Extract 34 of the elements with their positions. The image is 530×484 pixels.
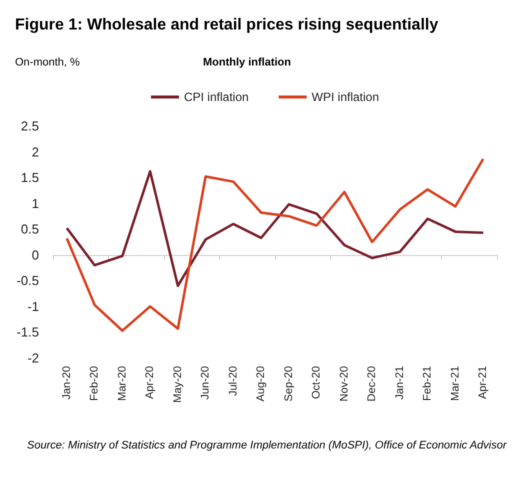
x-tick-label: Oct-20 (310, 366, 323, 400)
x-tick-label: Mar-21 (449, 366, 462, 401)
y-axis-title: On-month, % (15, 56, 80, 68)
line-series (66, 170, 484, 288)
legend-label: CPI inflation (184, 90, 249, 104)
x-tick-label: Apr-20 (144, 366, 156, 400)
legend-label: WPI inflation (312, 90, 380, 104)
x-tick-label: Dec-20 (366, 366, 378, 402)
y-tick-label: -1.5 (16, 324, 39, 340)
y-tick-label: 2.5 (20, 118, 39, 134)
x-tick-label: Jun-20 (200, 366, 212, 400)
y-tick-label: -1 (27, 298, 39, 314)
line-series (66, 158, 484, 332)
y-tick-label: 1 (32, 196, 39, 211)
x-tick-label: May-20 (172, 366, 184, 403)
x-tick-label: Feb-20 (88, 366, 101, 401)
x-tick-label: Jan-20 (60, 366, 73, 400)
y-tick-label: 0 (32, 247, 39, 262)
x-tick-label: Apr-21 (477, 366, 490, 400)
x-tick-label: Mar-20 (116, 366, 128, 401)
y-tick-label: 0.5 (20, 222, 39, 237)
chart-subtitle: Monthly inflation (203, 56, 292, 68)
source-note: Source: Ministry of Statistics and Programme Implementation (MoSPI), Office of Economic Advisor (27, 440, 508, 452)
x-tick-label: Nov-20 (338, 366, 350, 402)
x-tick-label: Sep-20 (282, 366, 295, 402)
chart-title: Figure 1: Wholesale and retail prices rising sequentially (15, 16, 438, 34)
y-tick-label: 2 (32, 144, 39, 160)
x-tick-label: Jan-21 (394, 366, 406, 400)
x-tick-label: Feb-21 (422, 366, 434, 401)
y-tick-label: -2 (27, 350, 39, 366)
y-tick-label: 1.5 (20, 170, 39, 186)
x-tick-label: Aug-20 (255, 366, 268, 402)
y-tick-label: -0.5 (16, 273, 39, 288)
x-tick-label: Jul-20 (227, 366, 240, 396)
